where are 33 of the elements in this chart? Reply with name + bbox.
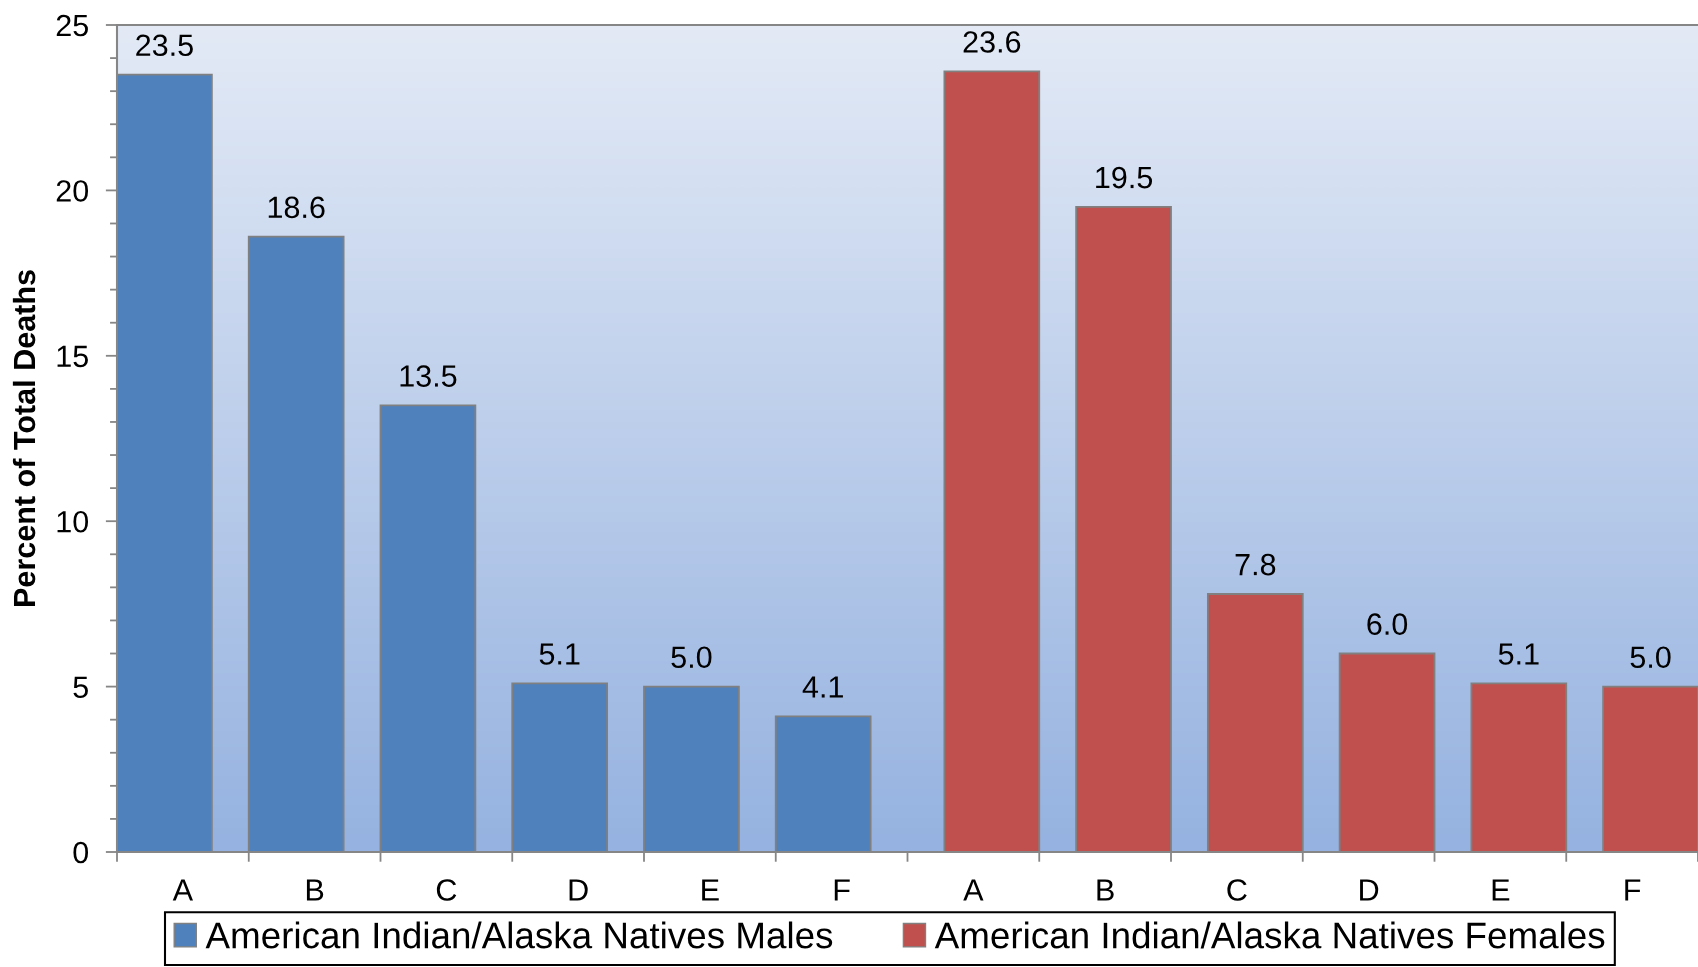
data-label: 13.5: [400, 365, 457, 387]
data-label: 23.5: [136, 34, 193, 57]
data-label: 4.1: [802, 676, 843, 698]
y-axis-title: Percent of Total Deaths: [12, 270, 36, 606]
x-tick-label: C: [436, 879, 457, 901]
y-tick-label: 5: [73, 676, 88, 698]
y-tick-label: 15: [57, 345, 88, 368]
y-tick-label: 0: [73, 841, 89, 864]
data-label: 5.0: [671, 646, 712, 669]
y-tick-label: 10: [57, 510, 89, 533]
x-tick-label: B: [1097, 879, 1114, 901]
data-label: 23.6: [963, 31, 1021, 53]
x-tick-label: F: [834, 879, 850, 901]
legend-label: American Indian/Alaska Natives Females: [934, 921, 1605, 949]
x-tick-label: E: [1492, 879, 1510, 901]
y-tick-label: 25: [56, 14, 88, 37]
data-label: 7.8: [1235, 553, 1276, 576]
x-tick-label: A: [963, 879, 984, 901]
data-label: 5.0: [1630, 646, 1671, 669]
legend-label: American Indian/Alaska Natives Males: [205, 921, 833, 949]
data-label: 6.0: [1367, 613, 1408, 635]
x-tick-label: A: [172, 879, 193, 901]
x-tick-label: C: [1227, 879, 1247, 901]
data-label: 18.6: [268, 196, 325, 219]
x-tick-label: B: [306, 879, 324, 901]
x-tick-label: F: [1625, 879, 1641, 901]
y-tick-label: 20: [56, 180, 89, 202]
x-tick-label: D: [1360, 879, 1379, 901]
data-label: 19.5: [1096, 166, 1153, 189]
data-label: 5.1: [539, 643, 580, 665]
data-label: 5.1: [1498, 643, 1539, 665]
x-tick-label: E: [702, 879, 719, 901]
x-tick-label: D: [569, 879, 588, 901]
